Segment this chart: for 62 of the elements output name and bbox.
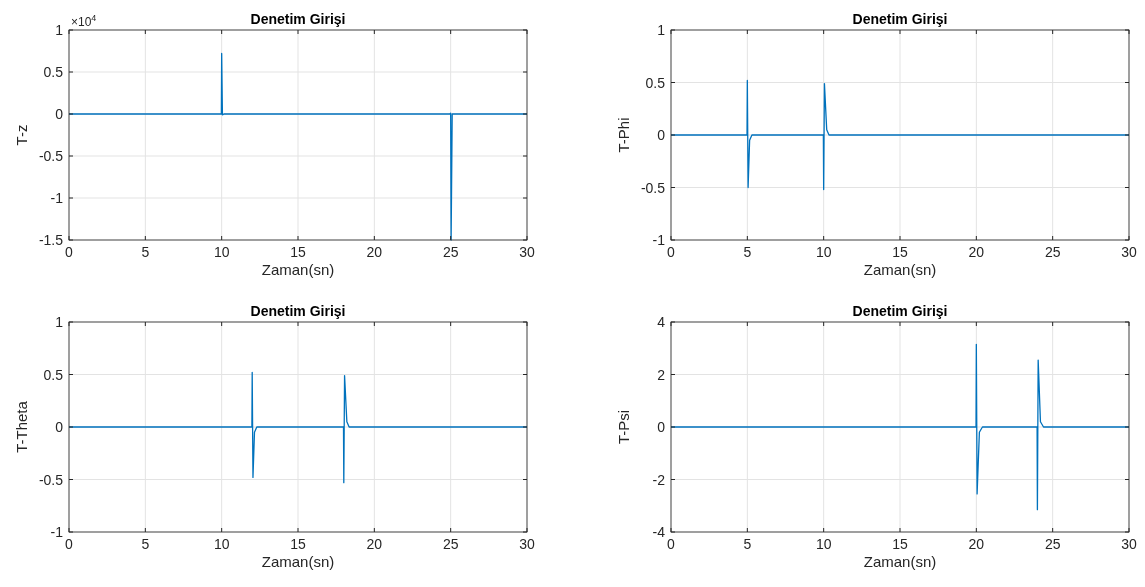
x-tick-label: 5 [141,244,150,260]
y-tick-label: 0 [657,419,666,435]
y-tick-label: 2 [657,366,666,383]
y-tick-label: -0.5 [640,179,666,196]
y-axis-title: T-Theta [13,400,30,453]
chart-title: Denetim Girişi [852,303,948,319]
x-axis-title: Zaman(sn) [261,553,335,570]
x-tick-label: 10 [815,536,832,552]
x-tick-label: 5 [743,244,752,260]
x-axis-title: Zaman(sn) [261,261,335,278]
y-tick-label: 0 [657,127,666,143]
chart-title: Denetim Girişi [250,11,346,27]
x-tick-label: 25 [442,536,459,552]
y-tick-label: -0.5 [38,471,64,488]
y-axis-title: T-Phi [615,117,632,153]
y-tick-label: 0 [55,106,64,122]
x-tick-label: 5 [141,536,150,552]
x-tick-label: 25 [442,244,459,260]
x-tick-label: 15 [892,244,908,260]
y-tick-label: 0.5 [43,366,64,383]
y-tick-label: -0.5 [38,148,64,164]
y-tick-label: -1.5 [38,232,64,248]
x-tick-label: 0 [65,536,74,552]
y-tick-label: -4 [652,524,666,540]
y-tick-label: 0.5 [645,74,666,91]
x-tick-label: 5 [743,536,752,552]
x-tick-label: 10 [815,244,832,260]
y-axis-title: T-z [13,124,30,146]
x-tick-label: 30 [1121,244,1137,260]
y-tick-label: -1 [652,232,666,248]
x-tick-label: 0 [65,244,74,260]
x-tick-label: 20 [366,536,383,552]
y-tick-label: -1 [50,524,64,540]
x-tick-label: 20 [968,536,985,552]
x-tick-label: 30 [1121,536,1137,552]
x-axis-title: Zaman(sn) [863,261,937,278]
x-tick-label: 15 [892,536,908,552]
y-tick-label: 4 [657,314,666,330]
chart-title: Denetim Girişi [852,11,948,27]
x-tick-label: 10 [213,536,230,552]
chart-title: Denetim Girişi [250,303,346,319]
x-tick-label: 0 [667,244,676,260]
y-axis-title: T-Psi [615,409,632,445]
y-tick-label: 0 [55,419,64,435]
y-tick-label: -1 [50,190,64,206]
x-tick-label: 25 [1044,536,1061,552]
x-tick-label: 30 [519,244,535,260]
x-tick-label: 30 [519,536,535,552]
x-tick-label: 10 [213,244,230,260]
y-tick-label: 0.5 [43,64,64,80]
x-tick-label: 0 [667,536,676,552]
x-tick-label: 20 [366,244,383,260]
x-tick-label: 20 [968,244,985,260]
y-tick-label: 1 [657,22,666,38]
x-tick-label: 15 [290,244,306,260]
x-axis-title: Zaman(sn) [863,553,937,570]
y-tick-label: 1 [55,314,64,330]
x-tick-label: 15 [290,536,306,552]
text: ×10$^{4}$ [71,13,97,29]
y-tick-label: -2 [652,471,666,488]
x-tick-label: 25 [1044,244,1061,260]
y-tick-label: 1 [55,22,64,38]
